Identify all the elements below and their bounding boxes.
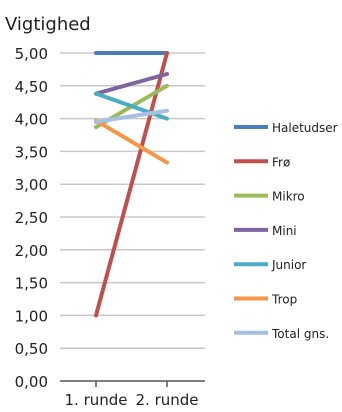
legend-label: Mikro — [272, 190, 305, 204]
grid — [60, 52, 205, 349]
legend-label: Frø — [272, 155, 290, 169]
legend-label: Trop — [271, 293, 297, 307]
y-tick-label: 4,00 — [15, 111, 48, 129]
series-line — [94, 51, 169, 318]
y-tick-label: 1,00 — [15, 307, 48, 325]
legend: Haletudser Frø Mikro Mini Junior Trop Total gn… — [234, 121, 338, 341]
series-lines — [94, 51, 169, 318]
chart-title: Vigtighed — [5, 14, 91, 35]
y-axis: 0,00 0,50 1,00 1,50 2,00 2,50 3,00 3,50 4,00 4,50… — [15, 45, 48, 391]
x-tick-label: 1. runde — [64, 391, 127, 409]
legend-label: Mini — [272, 224, 297, 238]
x-tick-label: 2. runde — [135, 391, 198, 409]
series-line — [94, 118, 169, 165]
legend-label: Junior — [271, 258, 306, 272]
series-line — [94, 71, 169, 96]
legend-label: Haletudser — [272, 121, 338, 135]
y-tick-label: 1,50 — [15, 275, 48, 293]
y-tick-label: 0,00 — [15, 373, 48, 391]
legend-label: Total gns. — [271, 327, 329, 341]
y-tick-label: 3,50 — [15, 143, 48, 161]
y-tick-label: 3,00 — [15, 176, 48, 194]
y-tick-label: 0,50 — [15, 340, 48, 358]
y-tick-label: 5,00 — [15, 45, 48, 63]
y-tick-label: 2,00 — [15, 242, 48, 260]
series-line — [94, 108, 169, 124]
y-tick-label: 4,50 — [15, 78, 48, 96]
x-axis: 1. runde 2. runde — [60, 380, 205, 409]
y-tick-label: 2,50 — [15, 209, 48, 227]
